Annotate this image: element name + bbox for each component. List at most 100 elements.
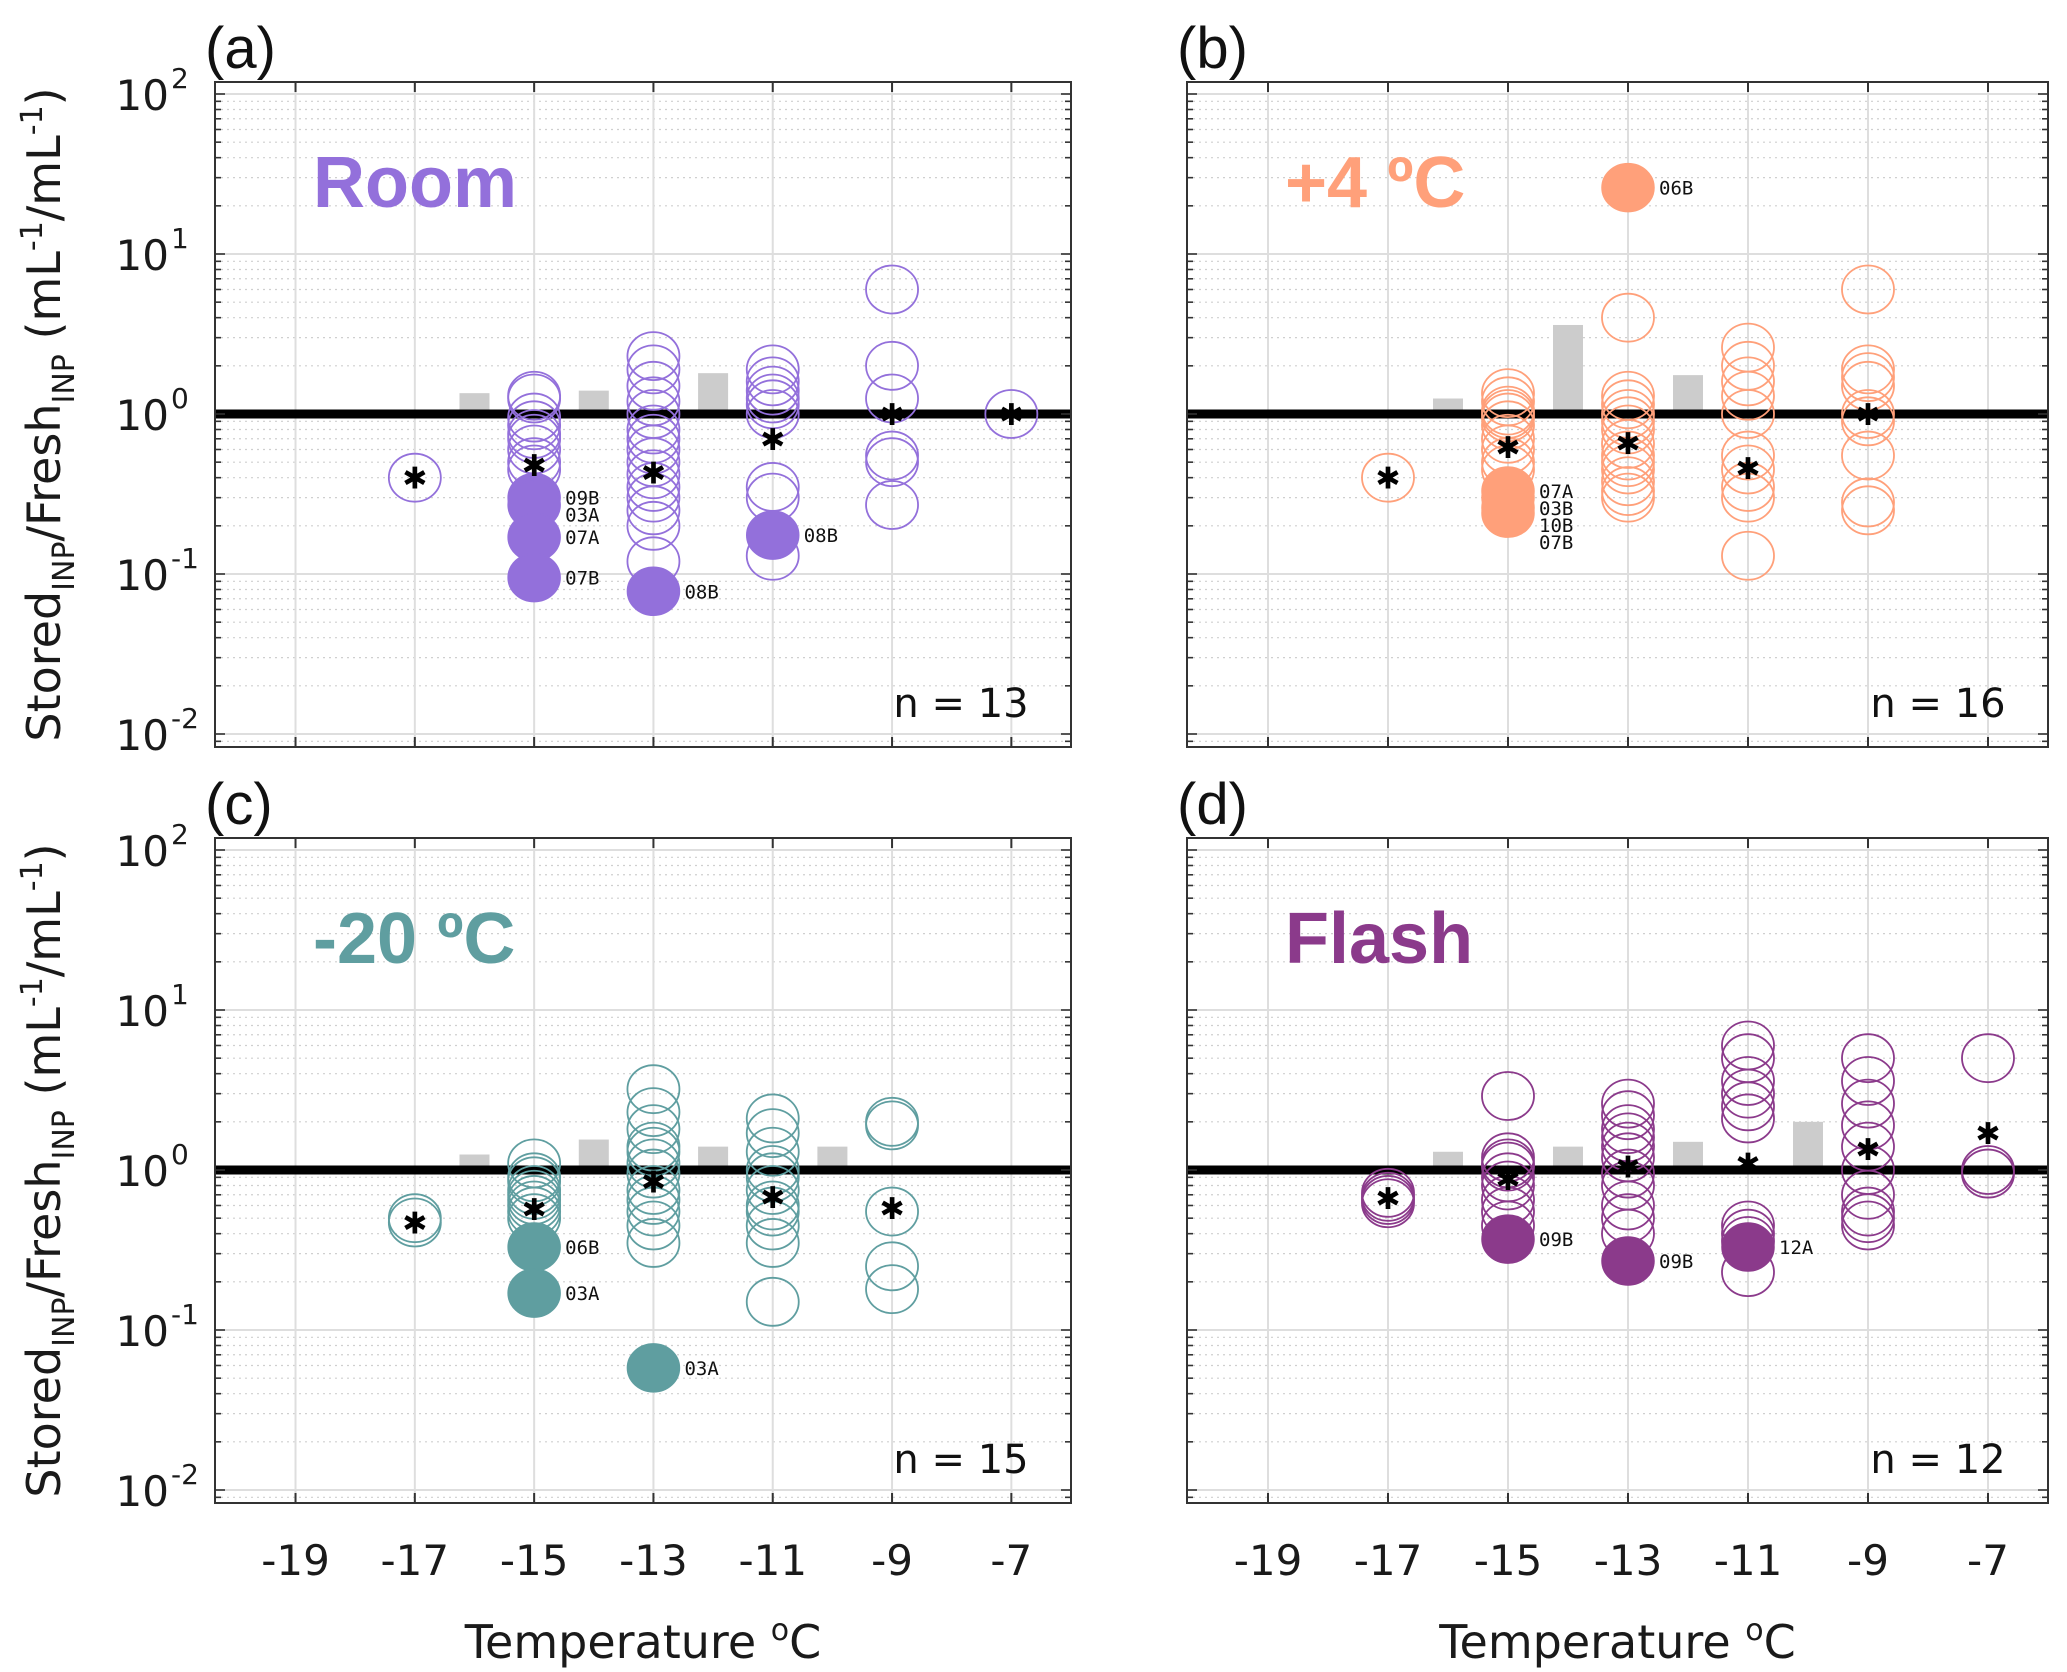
data-point-open (745, 1200, 800, 1251)
data-point-open (626, 1165, 681, 1215)
gray-bar (578, 390, 609, 414)
data-point-open (626, 1087, 681, 1138)
point-label: 07B (565, 568, 599, 590)
data-point-open (1721, 1093, 1775, 1144)
data-point-filled (1721, 1222, 1775, 1272)
data-point-open (1601, 1078, 1655, 1129)
data-point-open (626, 331, 681, 382)
y-axis-title-part: -1 (15, 861, 50, 891)
gray-bar (1553, 1146, 1583, 1170)
gray-bar (459, 393, 490, 414)
y-axis-title-part: ) (17, 87, 71, 105)
data-point-open (1841, 1078, 1895, 1129)
data-point-open (1601, 1090, 1655, 1141)
y-tick-label: 10 (116, 1307, 169, 1356)
sample-count-label: n = 15 (893, 1437, 1028, 1483)
data-point-open (1481, 1141, 1535, 1192)
data-point-open (1841, 352, 1895, 403)
data-point-open (745, 1145, 800, 1195)
data-point-open (1721, 1056, 1775, 1106)
data-point-open (865, 1100, 919, 1151)
data-point-open (1601, 404, 1655, 455)
panel-label: (d) (1177, 772, 1248, 837)
y-axis-title: StoredINP/FreshINP (mL-1/mL-1) (15, 87, 82, 741)
median-asterisk: ✱ (879, 398, 904, 433)
y-tick-exponent: 0 (171, 382, 189, 415)
median-asterisk: ✱ (1975, 1117, 2000, 1152)
data-point-open (507, 413, 562, 464)
y-tick-exponent: -2 (171, 1458, 199, 1491)
y-axis-title-part: /mL (17, 891, 71, 977)
data-point-open (1721, 356, 1775, 407)
median-asterisk: ✱ (641, 457, 666, 492)
data-point-open (626, 404, 681, 455)
data-point-open (1601, 444, 1655, 495)
y-axis-title-part: (mL (17, 1007, 71, 1110)
point-label: 06B (565, 1237, 599, 1259)
median-asterisk: ✱ (1375, 462, 1400, 497)
x-tick-label: -7 (1967, 1536, 2009, 1585)
data-point-open (1721, 1081, 1775, 1132)
data-point-open (626, 1064, 681, 1115)
data-point-open (745, 1093, 800, 1144)
data-point-filled (507, 1222, 561, 1272)
y-axis-title-part: /Fresh (17, 404, 71, 542)
y-tick-exponent: 0 (171, 1138, 189, 1171)
y-axis-title-part: INP (47, 1110, 82, 1159)
gray-bar (1673, 1141, 1703, 1170)
data-point-open (1601, 379, 1655, 430)
data-point-open (1601, 1180, 1655, 1231)
y-tick-label: 10 (116, 711, 169, 760)
x-axis-title-text: Temperature (1438, 1615, 1745, 1669)
point-label: 06B (1659, 178, 1693, 200)
y-axis-title: StoredINP/FreshINP (mL-1/mL-1) (15, 843, 82, 1497)
y-tick-label: 10 (116, 551, 169, 600)
point-label: 07B (1539, 532, 1573, 554)
point-label: 03A (565, 505, 600, 527)
condition-label: -20 ºC (313, 899, 515, 979)
data-point-open (1721, 1068, 1775, 1119)
y-axis-title-part: -1 (15, 221, 50, 251)
data-point-filled (626, 566, 681, 617)
median-asterisk: ✱ (402, 1206, 427, 1241)
condition-label: Room (313, 143, 517, 223)
gray-bar (1433, 1151, 1463, 1170)
y-axis-title-part: /Fresh (17, 1160, 71, 1298)
data-point-open (984, 389, 1039, 439)
data-point-open (865, 1241, 919, 1292)
x-tick-label: -9 (871, 1536, 913, 1585)
data-point-open (745, 365, 800, 416)
condition-label: +4 ºC (1285, 143, 1465, 223)
point-label: 10B (1539, 515, 1573, 537)
data-point-open (1841, 1100, 1895, 1151)
data-point-open (1841, 1193, 1895, 1244)
x-axis-title: Temperature oC (464, 1613, 822, 1669)
data-point-filled (1601, 162, 1655, 213)
y-axis-title-part: -1 (15, 977, 50, 1007)
y-tick-exponent: -1 (171, 542, 199, 575)
data-point-open (626, 1218, 681, 1268)
data-point-filled (1601, 1236, 1655, 1286)
data-point-open (387, 1197, 442, 1248)
median-asterisk: ✱ (522, 449, 547, 484)
data-point-open (1841, 477, 1895, 528)
condition-label: Flash (1285, 899, 1473, 979)
point-label: 09B (1539, 1229, 1573, 1251)
y-axis-title-part: Stored (17, 1347, 71, 1498)
gray-bar (578, 1139, 609, 1170)
gray-bar (1673, 375, 1703, 414)
data-point-open (1481, 392, 1535, 443)
data-point-open (626, 1200, 681, 1251)
gray-bar (698, 373, 729, 414)
y-tick-exponent: -1 (171, 1298, 199, 1331)
data-point-open (1841, 360, 1895, 411)
y-axis-title-part: Stored (17, 591, 71, 742)
x-tick-label: -15 (1474, 1536, 1543, 1585)
data-point-open (1601, 472, 1655, 523)
plot-area: 06B 03A 03A ✱ ✱ ✱ ✱ ✱ (215, 838, 1071, 1503)
x-axis-title-unit-c: C (789, 1615, 821, 1669)
